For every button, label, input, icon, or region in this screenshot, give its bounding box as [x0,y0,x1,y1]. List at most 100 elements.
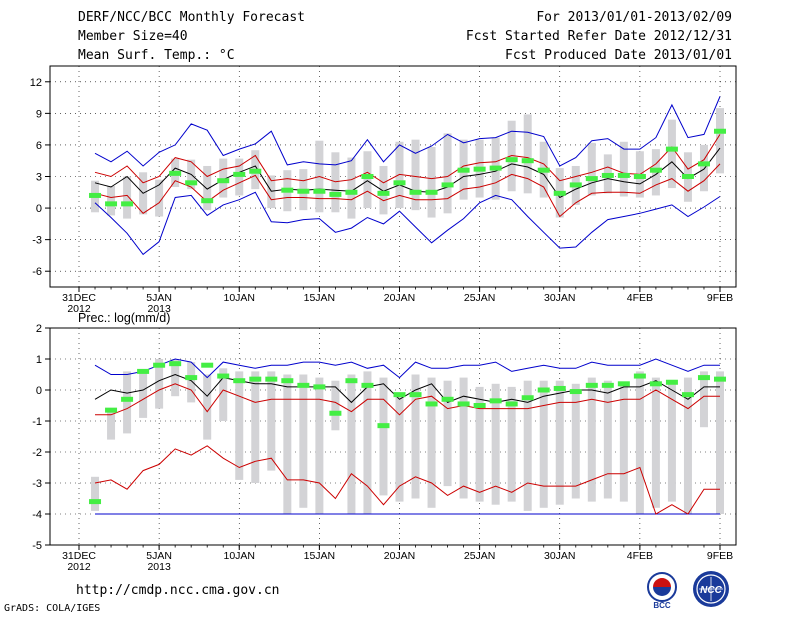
panel-2-box [363,371,372,514]
panel-1-observed-marker [617,172,630,178]
panel-2-box [123,371,132,434]
panel-1-ytick-label: 6 [36,140,42,152]
panel-2-observed-marker [473,403,486,408]
panel-1-box [363,151,372,209]
panel-1-observed-marker [681,174,694,179]
panel-1-observed-marker [217,178,230,184]
panel-1-box [347,157,356,219]
panel-2-observed-marker [361,382,374,388]
panel-1-observed-marker [393,180,406,186]
panel-1-observed-marker [377,190,390,196]
footer-url[interactable]: http://cmdp.ncc.cma.gov.cn [76,583,280,598]
panel-1-box [267,175,276,209]
panel-1-observed-marker [665,146,678,152]
panel-2-observed-marker [521,395,534,401]
panel-2-box [155,359,164,409]
panel-2-observed-marker [585,382,598,388]
panel-1-xtick-label: 30JAN [544,292,576,304]
panel-1-observed-marker [697,161,710,167]
panel-1-box [411,139,420,211]
panel-1-p_upper-line [94,134,721,184]
panel-2-observed-marker [697,375,710,381]
panel-1-xtick-label: 20JAN [384,292,416,304]
panel-2-observed-marker [681,392,694,398]
panel-1-xtick-label: 15JAN [304,292,336,304]
panel-1-observed-marker [425,189,438,195]
panel-2-observed-marker [714,376,726,382]
panel-1-ytick-label: 12 [30,77,42,89]
precip-panel-label: Prec.: log(mm/d) [78,311,170,325]
panel-2-box [587,377,596,502]
panel-1-observed-marker [521,158,534,164]
panel-2-box [411,374,420,499]
panel-1-ytick-label: 9 [36,108,42,120]
panel-2-p_lower-line [95,383,720,416]
panel-2-observed-marker [297,382,310,388]
panel-1-xtick-label: 10JAN [223,292,255,304]
panel-2-box [651,377,660,508]
panel-2-observed-marker [553,385,566,391]
panel-2-box [716,371,724,514]
panel-1-ytick-label: -6 [32,266,42,278]
panel-2-observed-marker [489,398,502,404]
panel-1-observed-marker [89,192,102,198]
panel-1-box [716,108,724,174]
panel-2-box [699,371,708,428]
panel-1-observed-marker [505,157,518,163]
panel-2-box [635,371,644,514]
panel-2-observed-marker [345,378,358,384]
panel-1-observed-marker [345,189,358,195]
panel-2-observed-marker [569,389,582,395]
panel-1-box [235,158,244,196]
panel-1-observed-marker [297,188,310,194]
panel-1-observed-marker [714,128,726,134]
panel-1-ytick-label: 3 [36,172,42,184]
panel-2-ytick-label: -4 [32,509,42,521]
panel-2-box [139,371,148,418]
panel-1-mean-line [94,147,721,199]
panel-2-xtick-label: 20JAN [384,550,416,562]
panel-1-observed-marker [281,187,294,193]
panel-2-observed-marker [89,499,102,505]
panel-2-frame [49,327,737,546]
panel-2-box [683,377,692,514]
panel-1-observed-marker [473,166,486,172]
panel-2-box [395,393,404,502]
panel-1-observed-marker [169,170,182,176]
fcst-produced: Fcst Produced Date 2013/01/01 [505,48,732,63]
panel-1-xtick-label: 31DEC [62,292,96,304]
panel-2-observed-marker [249,376,262,382]
panel-1-xtick-year: 2012 [67,303,91,315]
panel-2-observed-marker [409,392,422,398]
panel-1-observed-marker [409,189,422,195]
panel-1-observed-marker [313,188,326,194]
panel-1-observed-marker [441,182,454,188]
panel-1-xtick-label: 4FEB [627,292,653,304]
panel-2-ytick-label: -2 [32,447,42,459]
panel-2-max-line [94,358,720,379]
panel-1-box [699,144,708,192]
panel-1-box [123,176,132,219]
panel-1-box [523,114,532,194]
panel-1-ytick-label: -3 [32,235,42,247]
panel-2-observed-marker [313,384,326,390]
panel-2-observed-marker [329,410,342,416]
panel-1-observed-marker [569,182,582,188]
panel-2-mean-line [94,373,720,404]
panel-2-xtick-year: 2012 [67,561,91,573]
fcst-started: Fcst Started Refer Date 2012/12/31 [465,29,732,44]
panel-2-ytick-label: -1 [32,416,42,428]
panel-2-observed-marker [537,387,550,393]
bcc-logo-text: BCC [653,601,671,610]
panel-2-observed-marker [457,401,470,407]
panel-2-box [267,371,276,471]
chart-title: DERF/NCC/BCC Monthly Forecast [78,10,305,25]
ncc-logo-text: NCC [700,585,722,596]
panel-2-ytick-label: 1 [36,354,42,366]
panel-1-observed-marker [457,167,470,173]
panel-1-xtick-year: 2013 [147,303,171,315]
panel-2-box [107,408,116,440]
panel-2-observed-marker [377,423,390,429]
panel-1-min-line [94,191,721,256]
panel-1-box [155,179,164,217]
